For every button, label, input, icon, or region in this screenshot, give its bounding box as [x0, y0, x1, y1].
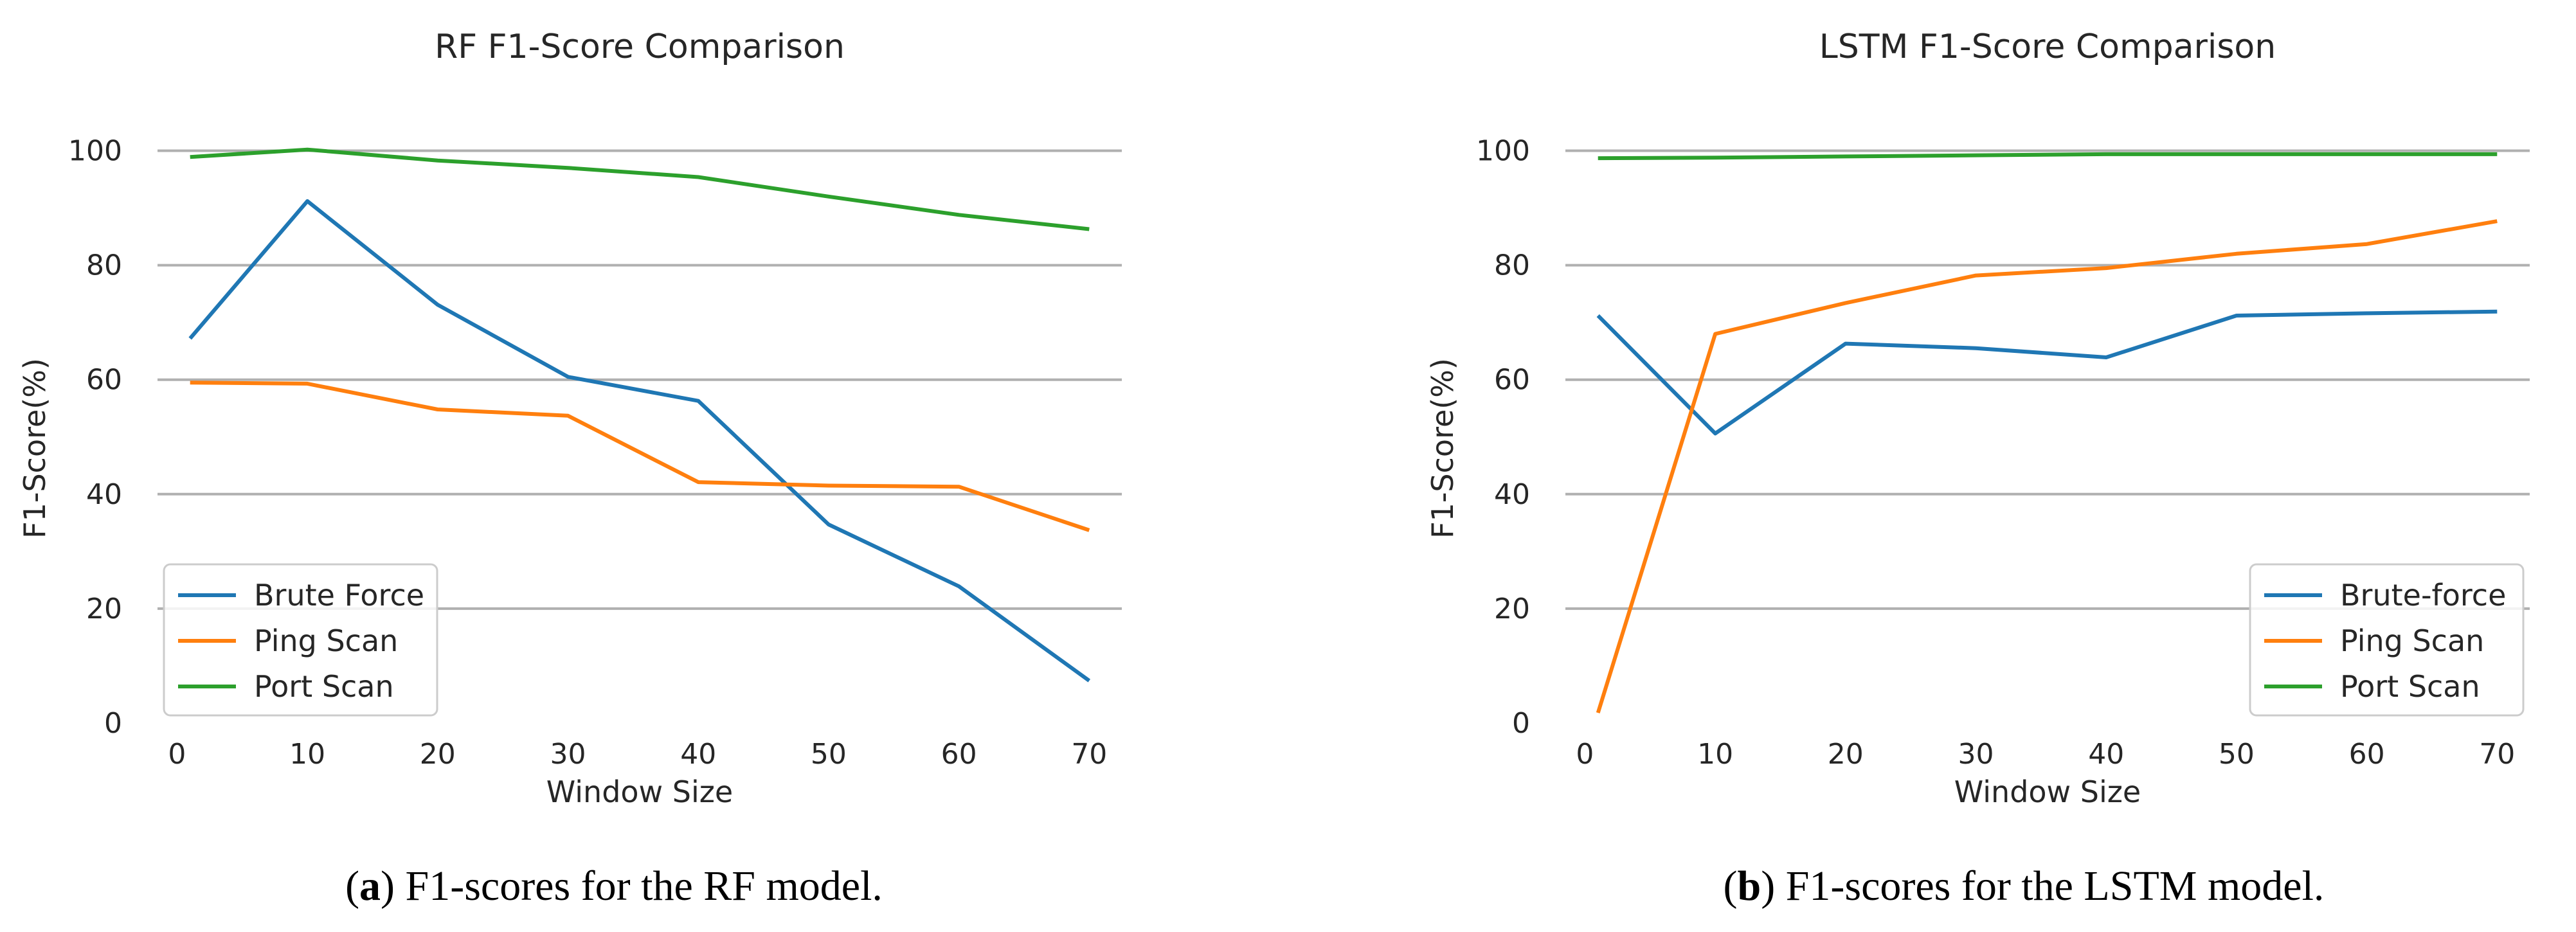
series-line-ping-scan [1596, 219, 2498, 713]
x-tick-label: 30 [1958, 738, 1994, 771]
y-tick-label: 100 [1476, 135, 1530, 168]
legend-entry: Brute Force [254, 578, 424, 613]
y-axis-label: F1-Score(%) [17, 358, 52, 539]
figure-caption: (b) F1-scores for the LSTM model. [1724, 863, 2325, 910]
y-tick-label: 80 [1494, 249, 1530, 282]
y-tick-label: 0 [104, 707, 122, 740]
chart-panel-1: RF F1-Score Comparison 0 20 40 60 80 100 0 10 20 3… [17, 28, 1122, 910]
series-line-port-scan [190, 147, 1090, 231]
caption-letter: a [359, 863, 381, 910]
chart-title: RF F1-Score Comparison [435, 28, 845, 66]
legend: Brute Force Ping Scan Port Scan [163, 563, 438, 717]
x-tick-label: 40 [2088, 738, 2124, 771]
legend-box [2249, 563, 2525, 717]
x-tick-label: 10 [1697, 738, 1733, 771]
x-tick-label: 50 [2219, 738, 2255, 771]
x-tick-label: 40 [680, 738, 716, 771]
y-tick-label: 0 [1512, 707, 1530, 740]
x-axis-label: Window Size [546, 775, 733, 809]
x-tick-label: 0 [168, 738, 186, 771]
caption-text: ) F1-scores for the RF model. [381, 863, 883, 910]
y-axis-label: F1-Score(%) [1425, 358, 1460, 539]
x-tick-label: 30 [550, 738, 586, 771]
y-tick-label: 20 [1494, 593, 1530, 625]
y-tick-label: 60 [86, 364, 122, 397]
legend-entry: Ping Scan [254, 623, 398, 658]
x-tick-label: 70 [1071, 738, 1107, 771]
legend: Brute-force Ping Scan Port Scan [2249, 563, 2525, 717]
x-tick-label: 20 [420, 738, 456, 771]
chart-panel-2: LSTM F1-Score Comparison 0 20 40 60 80 100 0 10 2… [1425, 28, 2530, 910]
chart-title: LSTM F1-Score Comparison [1819, 28, 2276, 66]
x-axis-label: Window Size [1954, 775, 2141, 809]
x-tick-label: 50 [811, 738, 847, 771]
series-line-brute-force [1596, 309, 2498, 436]
legend-entry: Brute-force [2340, 578, 2506, 613]
caption-letter: b [1738, 863, 1761, 910]
x-tick-label: 0 [1576, 738, 1594, 771]
y-tick-label: 20 [86, 593, 122, 625]
x-tick-label: 10 [289, 738, 325, 771]
series-line-brute-force [188, 199, 1091, 683]
y-tick-label: 80 [86, 249, 122, 282]
x-tick-label: 60 [941, 738, 977, 771]
caption-text: ) F1-scores for the LSTM model. [1761, 863, 2324, 910]
figure-caption: (a) F1-scores for the RF model. [345, 863, 883, 910]
series-line-port-scan [1598, 152, 2498, 161]
x-tick-label: 70 [2479, 738, 2515, 771]
legend-box [163, 563, 438, 717]
y-tick-label: 40 [86, 478, 122, 511]
legend-entry: Ping Scan [2340, 623, 2484, 658]
y-tick-label: 40 [1494, 478, 1530, 511]
y-tick-label: 100 [68, 135, 122, 168]
series-line-ping-scan [190, 381, 1090, 532]
legend-entry: Port Scan [254, 669, 394, 704]
y-tick-label: 60 [1494, 364, 1530, 397]
x-tick-label: 60 [2349, 738, 2385, 771]
x-tick-label: 20 [1828, 738, 1864, 771]
legend-entry: Port Scan [2340, 669, 2480, 704]
